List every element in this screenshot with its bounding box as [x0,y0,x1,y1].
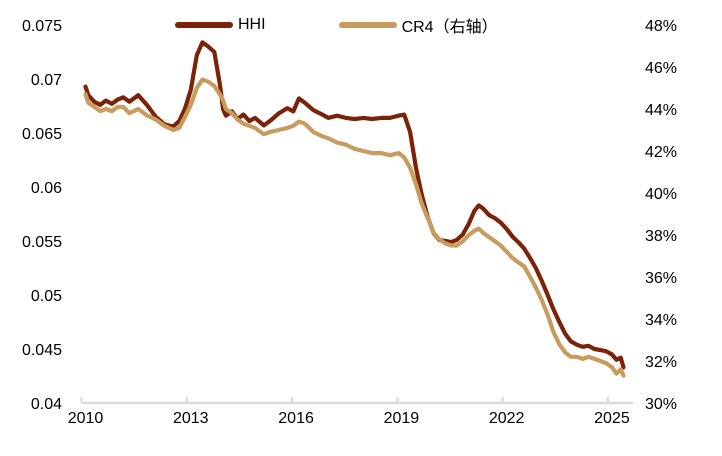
y-left-tick-label: 0.04 [31,396,62,413]
y-left-tick-label: 0.045 [22,342,62,359]
cr4-legend-label: CR4（右轴） [401,19,498,36]
y-right-tick-label: 34% [645,312,677,329]
legend-item-hhi: HHI [175,16,266,34]
x-axis [80,397,633,405]
y-left-tick-label: 0.07 [31,72,62,89]
y-right-tick-label: 42% [645,144,677,161]
y-right-tick-label: 48% [645,18,677,35]
x-tick-label: 2013 [173,410,209,427]
y-left-tick-label: 0.075 [22,18,62,35]
x-axis-labels: 2010 2013 2016 2019 2022 2025 [68,410,630,427]
x-tick-label: 2019 [384,410,420,427]
legend: HHI CR4（右轴） [175,13,498,37]
x-tick-label: 2016 [278,410,314,427]
x-tick-label: 2010 [68,410,104,427]
y-left-tick-label: 0.05 [31,288,62,305]
series-lines [83,40,626,378]
y-left-tick-label: 0.06 [31,180,62,197]
y-axis-left-labels: 0.075 0.07 0.065 0.06 0.055 0.05 0.045 0.04 [22,18,62,413]
x-tick-label: 2022 [489,410,525,427]
hhi-legend-label: HHI [238,16,266,33]
y-left-tick-label: 0.065 [22,126,62,143]
y-axis-right-labels: 48% 46% 44% 42% 40% 38% 36% 34% 32% 30% [645,18,677,413]
y-right-tick-label: 30% [645,396,677,413]
x-tick-label: 2025 [594,410,630,427]
hhi-line-swatch-icon [175,22,233,28]
y-right-tick-label: 36% [645,270,677,287]
series-line-cr4 [83,77,626,378]
legend-item-cr4: CR4（右轴） [338,13,498,37]
y-right-tick-label: 32% [645,354,677,371]
series-line-hhi [83,40,626,370]
y-right-tick-label: 40% [645,186,677,203]
y-right-tick-label: 38% [645,228,677,245]
y-right-tick-label: 44% [645,102,677,119]
y-right-tick-label: 46% [645,60,677,77]
cr4-line-swatch-icon [338,22,397,28]
y-left-tick-label: 0.055 [22,234,62,251]
